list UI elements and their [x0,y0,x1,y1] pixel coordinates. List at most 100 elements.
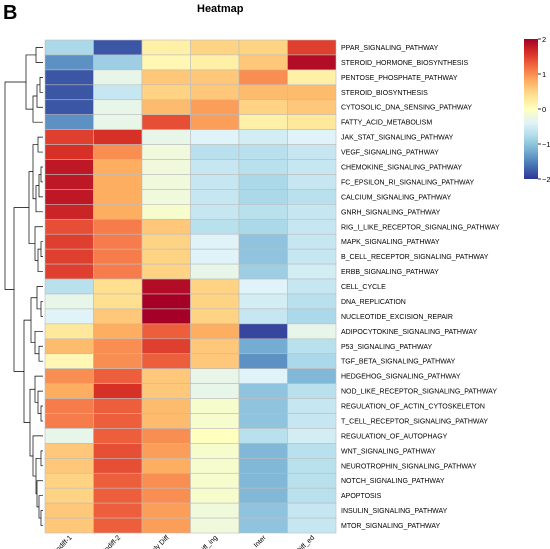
heatmap-cell [44,293,94,310]
dendrogram-branch [4,81,26,290]
heatmap-cell [287,517,337,534]
heatmap-cell [141,278,191,295]
row-label: PPAR_SIGNALING_PATHWAY [341,45,439,52]
column-label: Inter [253,534,268,549]
heatmap-cell [287,129,337,145]
heatmap-cell [238,189,288,205]
heatmap-cell [238,308,288,325]
column-label: Undiff-1 [51,534,73,549]
dendrogram-branch [29,388,35,457]
heatmap-cell [238,487,288,504]
heatmap-cell [238,398,288,414]
heatmap-cell [44,308,94,325]
heatmap-cell [287,39,337,56]
heatmap-cell [141,144,191,160]
dendrogram-branch [36,286,43,310]
dendrogram-branch [40,241,43,257]
heatmap-cell [93,144,143,160]
heatmap-cell [287,368,337,384]
row-label: ADIPOCYTOKINE_SIGNALING_PATHWAY [341,329,477,336]
heatmap-cell [190,204,240,220]
heatmap-cell [287,308,337,325]
heatmap-cell [287,278,337,295]
heatmap-cell [190,443,240,459]
heatmap-cell [93,413,143,429]
heatmap-cell [141,293,191,310]
heatmap-cell [44,174,94,190]
heatmap-cell [141,114,191,130]
heatmap-cell [141,174,191,190]
row-label: B_CELL_RECEPTOR_SIGNALING_PATHWAY [341,254,489,261]
heatmap-cell [287,428,337,444]
heatmap-cell [190,353,240,369]
heatmap-cell [93,323,143,340]
row-label: MAPK_SIGNALING_PATHWAY [341,239,440,246]
heatmap-cell [141,39,191,56]
heatmap-cell [141,233,191,250]
heatmap-cell [44,129,94,145]
heatmap-cell [238,54,288,71]
row-label: NOD_LIKE_RECEPTOR_SIGNALING_PATHWAY [341,389,497,396]
heatmap-cell [141,368,191,384]
heatmap-cell [93,84,143,101]
column-label: Early Diff [146,534,171,549]
heatmap-cell [44,189,94,205]
heatmap-cell [93,487,143,504]
heatmap-cell [238,218,288,235]
heatmap-cell [190,458,240,474]
row-label: REGULATION_OF_ACTIN_CYTOSKELETON [341,404,485,411]
heatmap-cell [93,129,143,145]
row-label: ERBB_SIGNALING_PATHWAY [341,269,439,276]
row-label: NEUROTROPHIN_SIGNALING_PATHWAY [341,463,477,470]
dendrogram-branch [39,77,43,93]
heatmap-cell [44,263,94,280]
dendrogram-branch [40,301,43,317]
heatmap-cell [141,338,191,355]
heatmap-cell [141,502,191,519]
row-label: T_CELL_RECEPTOR_SIGNALING_PATHWAY [341,418,488,425]
heatmap-cell [190,218,240,235]
heatmap-cell [141,458,191,474]
heatmap-cell [287,159,337,175]
legend-tick-label: 0 [542,105,546,114]
heatmap-cell [190,99,240,116]
dendrogram-branch [32,95,43,123]
heatmap-cell [238,159,288,175]
dendrogram-branch [35,185,43,213]
heatmap-cell [190,189,240,205]
row-label: WNT_SIGNALING_PATHWAY [341,448,436,455]
heatmap-cell [238,443,288,459]
heatmap-cell [238,278,288,295]
column-label: Diff_ed [296,534,317,549]
heatmap-cell [287,144,337,160]
heatmap-cell [141,189,191,205]
heatmap-cell [93,383,143,399]
heatmap-cell [190,263,240,280]
heatmap-cell [93,278,143,295]
heatmap-cell [44,69,94,86]
row-label: P53_SIGNALING_PATHWAY [341,344,432,351]
heatmap-cell [93,69,143,86]
row-labels: PPAR_SIGNALING_PATHWAY STEROID_HORMONE_BI… [341,45,500,530]
dendrogram-branch [32,144,38,200]
heatmap-cell [238,84,288,101]
heatmap-cell [238,144,288,160]
heatmap-cell [238,517,288,534]
heatmap-cell [141,323,191,340]
dendrogram-branch [34,375,43,403]
row-label: CHEMOKINE_SIGNALING_PATHWAY [341,164,462,171]
heatmap-cell [190,278,240,295]
heatmap-cell [44,443,94,459]
column-label: Diff_ing [198,534,220,549]
heatmap-cell [238,428,288,444]
heatmap-cell [190,502,240,519]
heatmap-cell [238,39,288,56]
heatmap-cell [44,144,94,160]
heatmap-cell [190,293,240,310]
color-legend-bar [524,39,538,179]
heatmap-cell [190,233,240,250]
heatmap-cell [287,383,337,399]
heatmap-cell [93,517,143,534]
heatmap-cell [141,517,191,534]
heatmap-cell [190,54,240,71]
